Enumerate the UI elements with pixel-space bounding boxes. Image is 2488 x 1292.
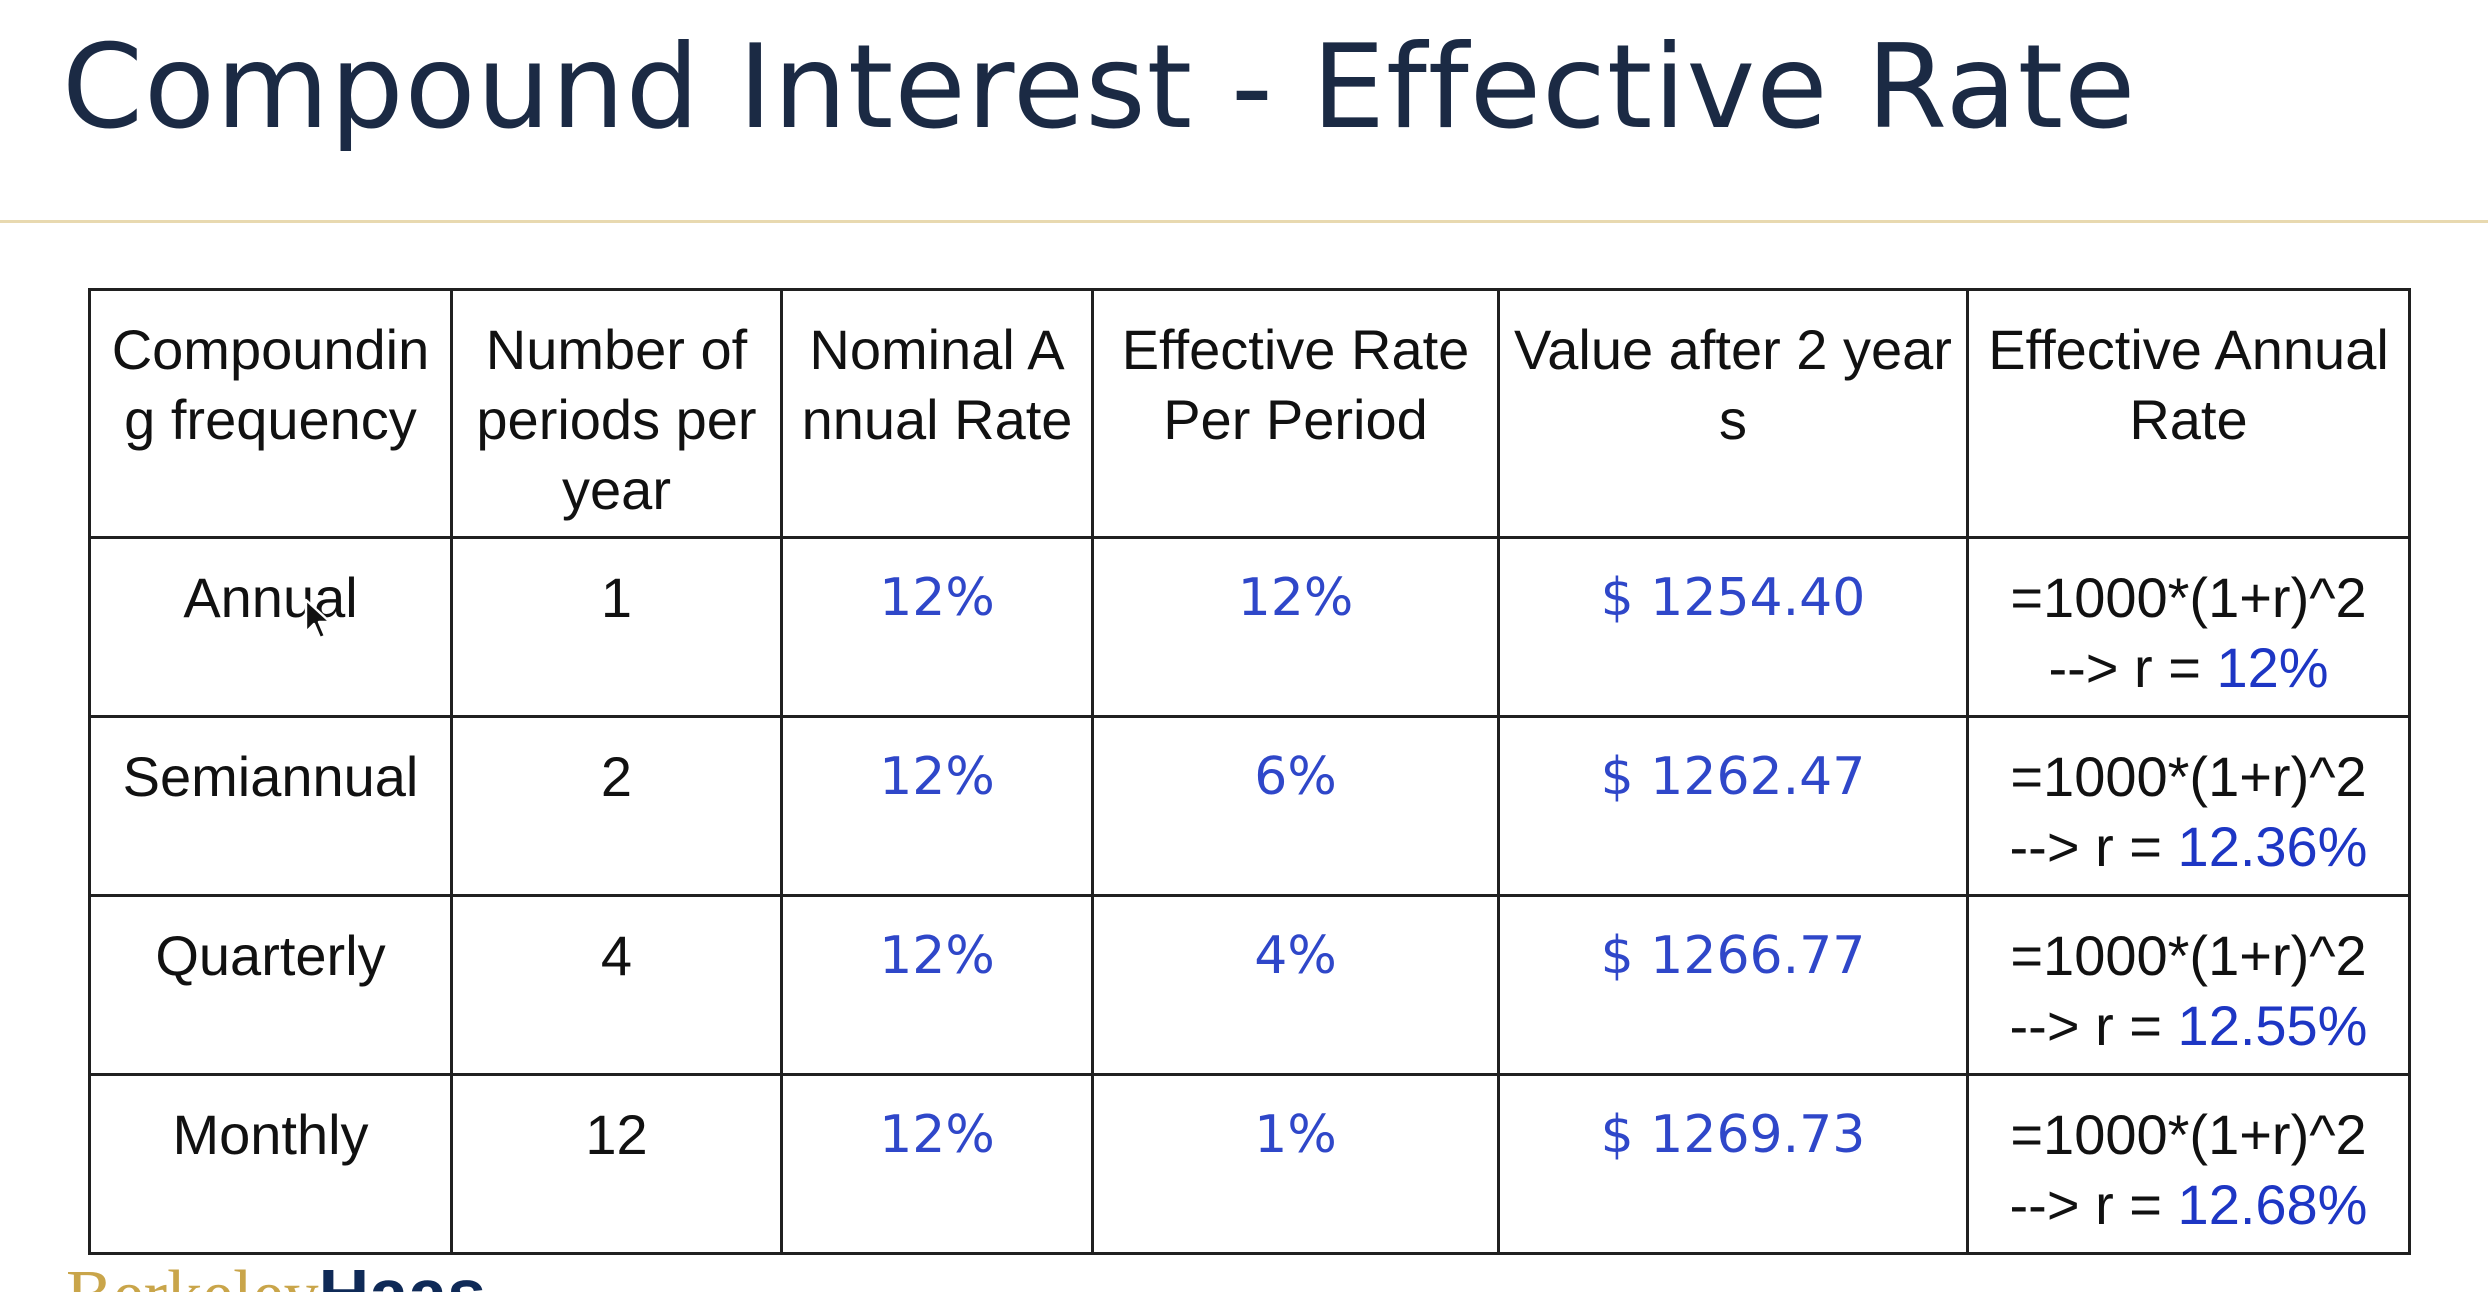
periods-cell: 1 (450, 536, 783, 718)
result-value: 12.55% (2177, 994, 2368, 1057)
header-compounding-frequency: Compounding frequency (88, 288, 453, 539)
result-value: 12% (2216, 636, 2329, 699)
result-prefix: --> r = (2009, 994, 2178, 1057)
formula-text: =1000*(1+r)^2 (2010, 924, 2367, 987)
effective-annual-rate-cell: =1000*(1+r)^2 --> r = 12.68% (1966, 1073, 2411, 1255)
header-effective-annual-rate: Effective Annual Rate (1966, 288, 2411, 539)
logo-berkeley: Berkeley (66, 1257, 319, 1292)
result-value: 12.36% (2177, 815, 2368, 878)
result-line: --> r = 12% (1983, 633, 2394, 703)
periods-cell: 2 (450, 715, 783, 897)
per-period-rate-cell: 12% (1091, 536, 1500, 718)
effective-rate-table: Compounding frequency Number of periods … (88, 288, 2411, 1255)
nominal-rate-cell: 12% (780, 715, 1094, 897)
table-row: Annual 1 12% 12% $ 1254.40 =1000*(1+r)^2… (88, 536, 2411, 718)
result-line: --> r = 12.55% (1983, 991, 2394, 1061)
value-cell: $ 1262.47 (1497, 715, 1969, 897)
table-header-row: Compounding frequency Number of periods … (88, 288, 2411, 539)
title-divider (0, 220, 2488, 223)
per-period-rate-cell: 6% (1091, 715, 1500, 897)
slide-title: Compound Interest - Effective Rate (62, 20, 2137, 155)
table-row: Semiannual 2 12% 6% $ 1262.47 =1000*(1+r… (88, 715, 2411, 897)
table-row: Quarterly 4 12% 4% $ 1266.77 =1000*(1+r)… (88, 894, 2411, 1076)
periods-cell: 12 (450, 1073, 783, 1255)
periods-cell: 4 (450, 894, 783, 1076)
header-effective-rate-per-period: Effective Rate Per Period (1091, 288, 1500, 539)
effective-annual-rate-cell: =1000*(1+r)^2 --> r = 12.36% (1966, 715, 2411, 897)
value-cell: $ 1254.40 (1497, 536, 1969, 718)
frequency-cell: Annual (88, 536, 453, 718)
result-prefix: --> r = (2048, 636, 2217, 699)
result-line: --> r = 12.36% (1983, 812, 2394, 882)
value-cell: $ 1269.73 (1497, 1073, 1969, 1255)
nominal-rate-cell: 12% (780, 536, 1094, 718)
frequency-cell: Monthly (88, 1073, 453, 1255)
formula-text: =1000*(1+r)^2 (2010, 745, 2367, 808)
berkeley-haas-logo: BerkeleyHaas (66, 1244, 486, 1292)
result-value: 12.68% (2177, 1173, 2368, 1236)
header-nominal-annual-rate: Nominal Annual Rate (780, 288, 1094, 539)
formula-text: =1000*(1+r)^2 (2010, 566, 2367, 629)
table-row: Monthly 12 12% 1% $ 1269.73 =1000*(1+r)^… (88, 1073, 2411, 1255)
per-period-rate-cell: 1% (1091, 1073, 1500, 1255)
result-prefix: --> r = (2009, 1173, 2178, 1236)
value-cell: $ 1266.77 (1497, 894, 1969, 1076)
effective-annual-rate-cell: =1000*(1+r)^2 --> r = 12.55% (1966, 894, 2411, 1076)
frequency-cell: Semiannual (88, 715, 453, 897)
logo-haas: Haas (319, 1255, 486, 1292)
result-prefix: --> r = (2009, 815, 2178, 878)
header-periods-per-year: Number of periods per year (450, 288, 783, 539)
header-value-after-2-years: Value after 2 years (1497, 288, 1969, 539)
frequency-cell: Quarterly (88, 894, 453, 1076)
nominal-rate-cell: 12% (780, 894, 1094, 1076)
result-line: --> r = 12.68% (1983, 1170, 2394, 1240)
formula-text: =1000*(1+r)^2 (2010, 1103, 2367, 1166)
per-period-rate-cell: 4% (1091, 894, 1500, 1076)
nominal-rate-cell: 12% (780, 1073, 1094, 1255)
effective-annual-rate-cell: =1000*(1+r)^2 --> r = 12% (1966, 536, 2411, 718)
